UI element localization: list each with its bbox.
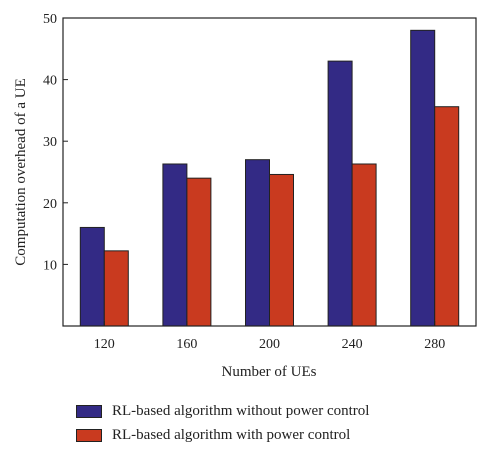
y-tick-label-30: 30 xyxy=(43,135,57,150)
bar-series-1-280 xyxy=(410,29,436,327)
y-tick-label-40: 40 xyxy=(43,74,57,89)
bar-series-1-120 xyxy=(79,226,105,327)
y-tick-label-10: 10 xyxy=(43,258,57,273)
legend: RL-based algorithm without power control… xyxy=(76,400,369,448)
x-tick-label-160: 160 xyxy=(176,337,197,352)
y-tick-label-50: 50 xyxy=(43,12,57,27)
legend-item-series-1: RL-based algorithm without power control xyxy=(76,400,369,422)
y-axis: 10 20 30 40 50 xyxy=(43,12,68,273)
bar-series-2-160 xyxy=(186,177,212,327)
x-axis: 120 160 200 240 280 xyxy=(94,321,445,352)
legend-label-series-1: RL-based algorithm without power control xyxy=(112,402,370,419)
x-tick-label-240: 240 xyxy=(342,337,363,352)
legend-swatch-series-2 xyxy=(76,428,102,442)
legend-label-series-2: RL-based algorithm with power control xyxy=(112,426,351,443)
legend-swatch-series-1 xyxy=(76,404,102,418)
bar-series-2-240 xyxy=(351,163,377,327)
legend-item-series-2: RL-based algorithm with power control xyxy=(76,424,369,446)
bar-series-1-160 xyxy=(162,163,188,327)
bar-series-2-120 xyxy=(103,250,129,327)
y-tick-label-20: 20 xyxy=(43,197,57,212)
bar-series-1-240 xyxy=(327,60,353,327)
bar-series-2-280 xyxy=(434,106,460,327)
bar-chart: 10 20 30 40 50 120 160 200 240 280 Number of UEs… xyxy=(13,12,477,380)
x-tick-label-200: 200 xyxy=(259,337,280,352)
y-axis-title: Computation overhead of a UE xyxy=(13,78,29,265)
bars-group xyxy=(79,29,460,327)
bar-series-2-200 xyxy=(269,173,294,327)
x-axis-title: Number of UEs xyxy=(222,364,317,380)
x-tick-label-280: 280 xyxy=(424,337,445,352)
x-tick-label-120: 120 xyxy=(94,337,115,352)
bar-series-1-200 xyxy=(245,159,270,327)
